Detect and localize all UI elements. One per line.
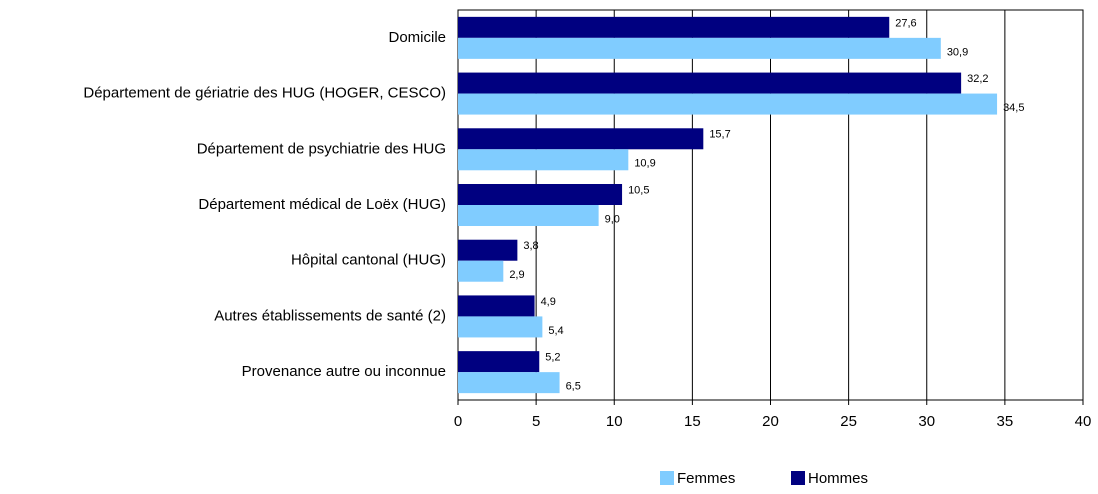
- bar: [458, 93, 998, 115]
- legend-swatch: [791, 471, 805, 485]
- bar: [458, 239, 518, 261]
- bar: [458, 128, 704, 150]
- x-tick-label: 40: [1075, 413, 1092, 430]
- bar: [458, 37, 941, 59]
- value-label: 32,2: [967, 73, 988, 85]
- x-tick-label: 35: [997, 413, 1014, 430]
- legend-label: Hommes: [808, 470, 868, 487]
- x-tick-label: 30: [918, 413, 935, 430]
- value-label: 9,0: [605, 213, 620, 225]
- bar: [458, 316, 543, 338]
- value-label: 4,9: [541, 296, 556, 308]
- category-label: Autres établissements de santé (2): [214, 307, 446, 324]
- bar: [458, 295, 535, 317]
- value-label: 34,5: [1003, 102, 1024, 114]
- value-label: 15,7: [709, 129, 730, 141]
- x-tick-label: 5: [532, 413, 540, 430]
- bar: [458, 260, 504, 282]
- legend-swatch: [660, 471, 674, 485]
- category-label: Département de gériatrie des HUG (HOGER,…: [83, 85, 446, 102]
- category-label: Hôpital cantonal (HUG): [291, 252, 446, 269]
- x-tick-label: 20: [762, 413, 779, 430]
- category-label: Département de psychiatrie des HUG: [197, 140, 446, 157]
- value-label: 5,2: [545, 352, 560, 364]
- category-label: Provenance autre ou inconnue: [242, 363, 446, 380]
- category-label: Département médical de Loëx (HUG): [198, 196, 446, 213]
- value-label: 3,8: [523, 240, 538, 252]
- bar: [458, 149, 629, 171]
- value-label: 6,5: [566, 381, 581, 393]
- x-tick-label: 25: [840, 413, 857, 430]
- bar: [458, 372, 560, 394]
- x-tick-label: 15: [684, 413, 701, 430]
- bar: [458, 205, 599, 226]
- category-label: Domicile: [388, 29, 446, 46]
- bar: [458, 184, 623, 205]
- legend-label: Femmes: [677, 470, 735, 487]
- value-label: 30,9: [947, 46, 968, 58]
- value-label: 10,5: [628, 184, 649, 196]
- x-tick-label: 10: [606, 413, 623, 430]
- x-tick-label: 0: [454, 413, 462, 430]
- value-label: 27,6: [895, 17, 916, 29]
- bar: [458, 16, 890, 38]
- value-label: 5,4: [548, 325, 563, 337]
- value-label: 2,9: [509, 269, 524, 281]
- bar: [458, 72, 962, 94]
- bar: [458, 351, 540, 373]
- value-label: 10,9: [634, 158, 655, 170]
